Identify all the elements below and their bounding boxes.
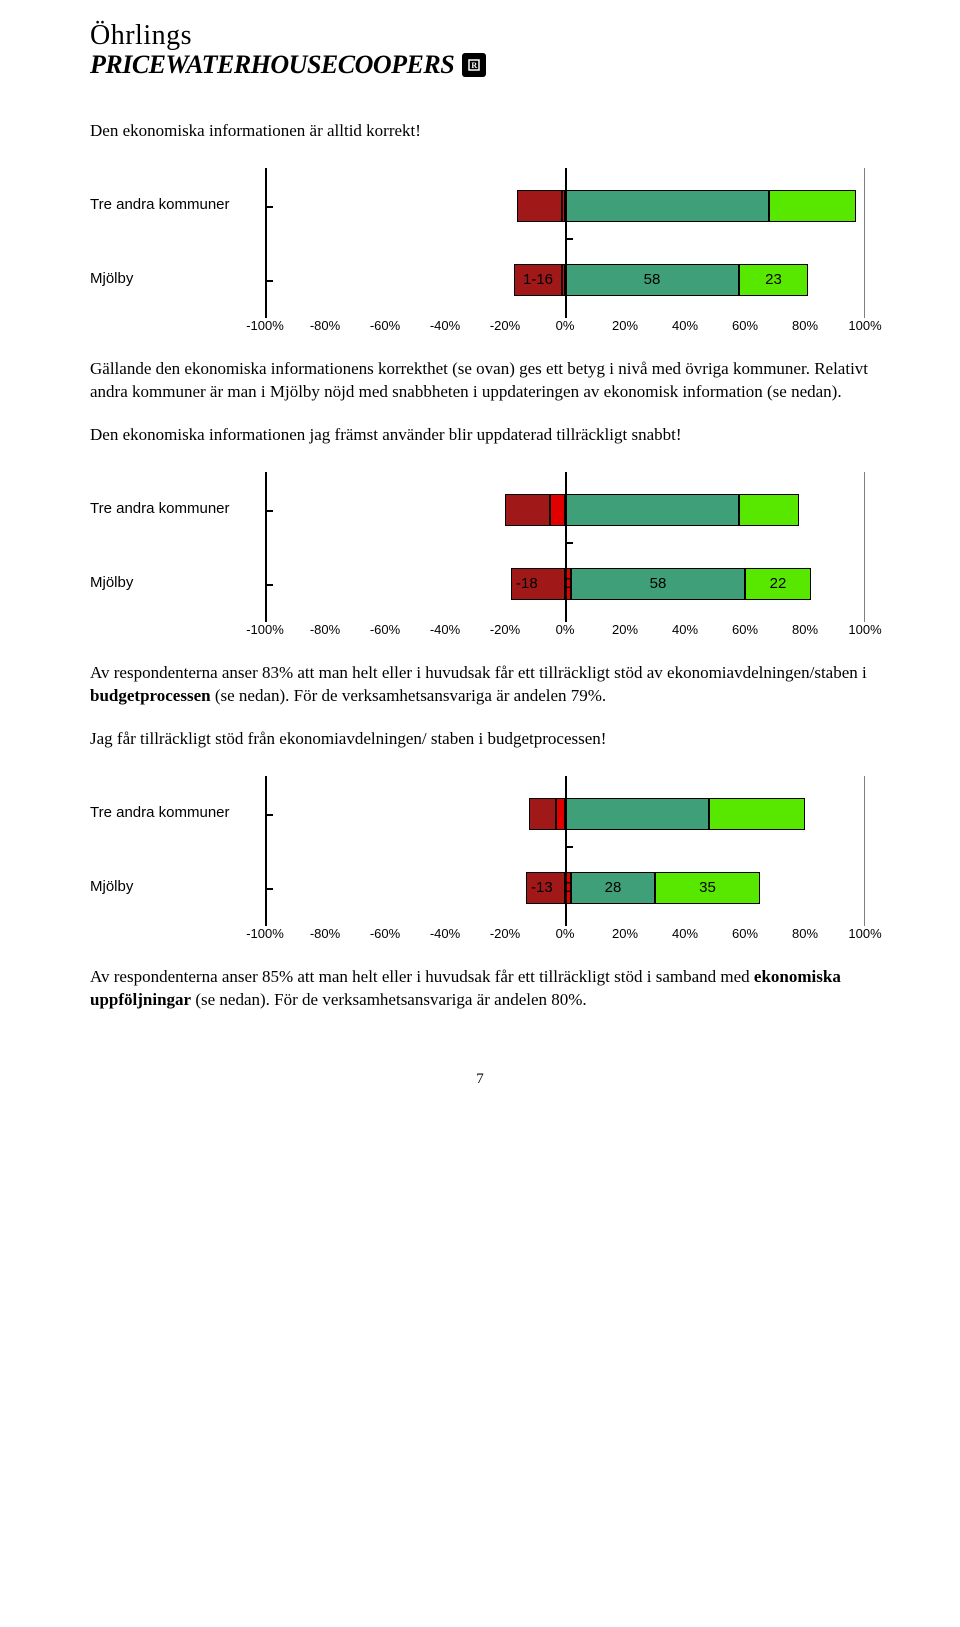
page-number: 7 bbox=[90, 1071, 870, 1088]
chart-row-label: Tre andra kommuner bbox=[90, 804, 260, 821]
section-body: Gällande den ekonomiska informationens k… bbox=[90, 358, 870, 404]
axis-tick-label: -60% bbox=[370, 926, 400, 941]
axis-tick-label: 40% bbox=[672, 926, 698, 941]
chart-row-label: Mjölby bbox=[90, 270, 260, 287]
chart-zero-line bbox=[565, 472, 567, 622]
chart-row-label: Mjölby bbox=[90, 574, 260, 591]
chart-x-axis: -100%-80%-60%-40%-20%0%20%40%60%80%100% bbox=[265, 318, 865, 338]
axis-tick-label: 20% bbox=[612, 318, 638, 333]
chart-zero-line bbox=[565, 168, 567, 318]
axis-tick-label: 40% bbox=[672, 622, 698, 637]
axis-tick-label: 80% bbox=[792, 622, 818, 637]
axis-tick-label: -40% bbox=[430, 926, 460, 941]
section-body: Av respondenterna anser 85% att man helt… bbox=[90, 966, 870, 1012]
axis-tick-label: -60% bbox=[370, 318, 400, 333]
axis-tick-label: -20% bbox=[490, 622, 520, 637]
axis-tick-label: -80% bbox=[310, 926, 340, 941]
svg-text:R: R bbox=[472, 61, 478, 70]
section-body: Av respondenterna anser 83% att man helt… bbox=[90, 662, 870, 708]
axis-tick-label: 20% bbox=[612, 622, 638, 637]
axis-tick-label: 0% bbox=[556, 622, 575, 637]
axis-tick-label: -20% bbox=[490, 926, 520, 941]
axis-tick-label: -80% bbox=[310, 622, 340, 637]
chart: Tre andra kommunerMjölby-1805822-100%-80… bbox=[90, 472, 870, 642]
section-title: Den ekonomiska informationen jag främst … bbox=[90, 424, 870, 447]
chart-x-axis: -100%-80%-60%-40%-20%0%20%40%60%80%100% bbox=[265, 622, 865, 642]
axis-tick-label: -40% bbox=[430, 318, 460, 333]
axis-tick-label: 20% bbox=[612, 926, 638, 941]
chart-zero-line bbox=[565, 776, 567, 926]
axis-tick-label: -20% bbox=[490, 318, 520, 333]
chart: Tre andra kommunerMjölby-1302835-100%-80… bbox=[90, 776, 870, 946]
axis-tick-label: 60% bbox=[732, 318, 758, 333]
chart-x-axis: -100%-80%-60%-40%-20%0%20%40%60%80%100% bbox=[265, 926, 865, 946]
section-title: Jag får tillräckligt stöd från ekonomiav… bbox=[90, 728, 870, 751]
axis-tick-label: 80% bbox=[792, 318, 818, 333]
axis-tick-label: 100% bbox=[848, 318, 881, 333]
logo-badge-icon: R bbox=[462, 53, 486, 77]
axis-tick-label: -100% bbox=[246, 622, 284, 637]
axis-tick-label: 40% bbox=[672, 318, 698, 333]
chart-row-label: Tre andra kommuner bbox=[90, 500, 260, 517]
logo-line2-text: PRICEWATERHOUSECOOPERS bbox=[90, 50, 454, 80]
axis-tick-label: 60% bbox=[732, 926, 758, 941]
logo-line1: Öhrlings bbox=[90, 20, 870, 52]
axis-tick-label: 100% bbox=[848, 622, 881, 637]
logo-line2: PRICEWATERHOUSECOOPERS R bbox=[90, 50, 870, 80]
axis-tick-label: -80% bbox=[310, 318, 340, 333]
axis-tick-label: 0% bbox=[556, 318, 575, 333]
axis-tick-label: 100% bbox=[848, 926, 881, 941]
logo: Öhrlings PRICEWATERHOUSECOOPERS R bbox=[90, 20, 870, 80]
chart: Tre andra kommunerMjölby1-165823-100%-80… bbox=[90, 168, 870, 338]
chart-row-label: Tre andra kommuner bbox=[90, 196, 260, 213]
axis-tick-label: -100% bbox=[246, 926, 284, 941]
axis-tick-label: 60% bbox=[732, 622, 758, 637]
axis-tick-label: -100% bbox=[246, 318, 284, 333]
axis-tick-label: -60% bbox=[370, 622, 400, 637]
chart-row-label: Mjölby bbox=[90, 878, 260, 895]
axis-tick-label: 0% bbox=[556, 926, 575, 941]
axis-tick-label: 80% bbox=[792, 926, 818, 941]
axis-tick-label: -40% bbox=[430, 622, 460, 637]
section-title: Den ekonomiska informationen är alltid k… bbox=[90, 120, 870, 143]
